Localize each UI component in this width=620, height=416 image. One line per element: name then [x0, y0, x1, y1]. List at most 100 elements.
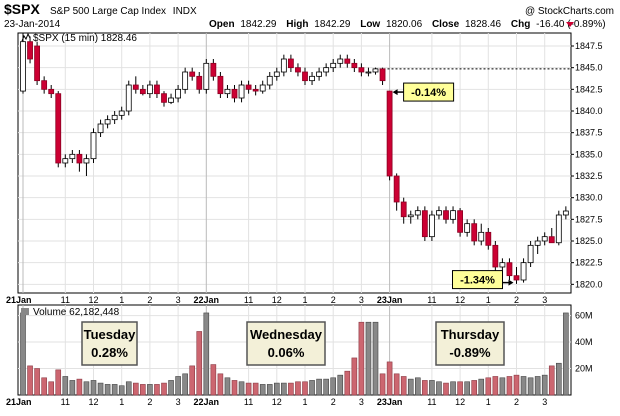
- candle-body: [111, 114, 118, 121]
- volume-bar: [210, 364, 217, 396]
- price-tick-label: 1825.0: [575, 236, 603, 246]
- chg-label: Chg: [511, 19, 530, 30]
- candle-body: [541, 236, 548, 242]
- volume-x-tick-label: 21Jan: [6, 397, 32, 407]
- volume-bar: [154, 384, 160, 396]
- price-tick-label: 1822.5: [575, 258, 603, 268]
- volume-x-tick-label: 12: [455, 397, 465, 407]
- candle-body: [499, 262, 506, 268]
- callout-box: [452, 270, 503, 290]
- volume-bar: [27, 365, 33, 396]
- candle-body: [478, 231, 485, 242]
- candle-body: [316, 71, 323, 77]
- volume-bar: [372, 321, 379, 396]
- volume-bar: [323, 378, 329, 396]
- volume-bar: [450, 381, 456, 396]
- volume-x-tick-label: 1: [119, 397, 124, 407]
- volume-bar: [34, 368, 40, 396]
- price-x-tick-label: 23Jan: [377, 295, 403, 305]
- volume-bar: [344, 370, 351, 396]
- volume-swatch-icon: [21, 308, 29, 315]
- candle-body: [203, 62, 210, 90]
- candle-body: [393, 175, 400, 203]
- volume-bar: [273, 382, 280, 396]
- volume-bar: [358, 321, 365, 396]
- volume-x-axis: 21Jan 11 12 1 2 3 22Jan 11 12 1 2 3 23Jan 11 12 1 2 3: [6, 397, 547, 407]
- price-tick-label: 1832.5: [575, 171, 603, 181]
- volume-axis: 60M 40M 20M: [575, 311, 593, 374]
- volume-bar: [203, 312, 210, 396]
- price-x-tick-label: 3: [176, 295, 181, 305]
- candle-body: [436, 210, 442, 216]
- candle-body: [407, 214, 414, 218]
- volume-x-tick-label: 3: [542, 397, 547, 407]
- day-change: -0.89%: [449, 345, 491, 360]
- candle-body: [555, 214, 562, 244]
- low-value: 1820.06: [386, 19, 423, 30]
- price-tick-label: 1845.0: [575, 63, 603, 73]
- price-x-tick-label: 21Jan: [6, 295, 32, 305]
- volume-bar: [245, 382, 252, 396]
- candle-body: [534, 240, 541, 246]
- volume-x-tick-label: 1: [302, 397, 307, 407]
- candle-body: [400, 201, 407, 218]
- candle-body: [273, 71, 280, 77]
- volume-bar: [97, 382, 104, 396]
- candle-body: [295, 67, 301, 73]
- candle-body: [287, 58, 294, 69]
- candle-body: [231, 88, 238, 99]
- candle-body: [83, 158, 90, 164]
- candle-body: [562, 210, 569, 216]
- candle-body: [450, 210, 456, 220]
- candle-body: [302, 71, 308, 82]
- volume-bar: [541, 374, 548, 396]
- symbol: $SPX: [4, 1, 40, 17]
- price-x-tick-label: 11: [61, 295, 70, 305]
- callout-text: -0.14%: [411, 87, 446, 99]
- candle-body: [330, 62, 337, 69]
- volume-bar: [175, 376, 181, 396]
- volume-bar: [478, 378, 485, 396]
- volume-bar: [302, 381, 308, 396]
- volume-bar: [393, 373, 400, 396]
- exchange: INDX: [173, 6, 197, 17]
- volume-bar: [48, 381, 55, 396]
- price-tick-label: 1820.0: [575, 279, 603, 289]
- price-tick-label: 1842.5: [575, 84, 603, 94]
- price-x-tick-label: 22Jan: [194, 295, 220, 305]
- close-value: 1828.46: [465, 19, 502, 30]
- volume-bar: [351, 357, 358, 396]
- price-tick-label: 1837.5: [575, 128, 603, 138]
- volume-bar: [492, 376, 499, 396]
- volume-x-tick-label: 1: [486, 397, 491, 407]
- price-legend-text: $SPX (15 min) 1828.46: [33, 33, 137, 44]
- candle-body: [309, 75, 315, 82]
- volume-bar: [20, 312, 26, 396]
- candle-body: [76, 153, 83, 164]
- index-name: S&P 500 Large Cap Index INDX: [50, 6, 197, 17]
- volume-bar: [140, 384, 146, 396]
- volume-bar: [499, 377, 506, 396]
- candle-body: [20, 41, 26, 92]
- price-x-tick-label: 3: [359, 295, 364, 305]
- candle-body: [224, 88, 231, 95]
- volume-x-tick-label: 2: [514, 397, 519, 407]
- volume-tick-label: 20M: [575, 364, 593, 374]
- candle-body: [252, 88, 259, 92]
- price-panel: [17, 32, 572, 294]
- candle-body: [421, 210, 428, 238]
- volume-bar: [147, 384, 153, 396]
- day-change: 0.06%: [268, 345, 305, 360]
- price-x-tick-label: 2: [331, 295, 336, 305]
- candle-body: [175, 88, 182, 99]
- chart-date: 23-Jan-2014: [4, 19, 61, 30]
- volume-bar: [196, 331, 203, 396]
- candle-body: [118, 110, 125, 116]
- volume-bar: [83, 381, 90, 396]
- candle-body: [414, 210, 421, 216]
- candle-body: [104, 119, 111, 125]
- candle-body: [365, 71, 372, 74]
- candle-body: [344, 58, 351, 64]
- callouts: -0.14% -1.34%: [392, 82, 514, 290]
- volume-bar: [62, 376, 69, 396]
